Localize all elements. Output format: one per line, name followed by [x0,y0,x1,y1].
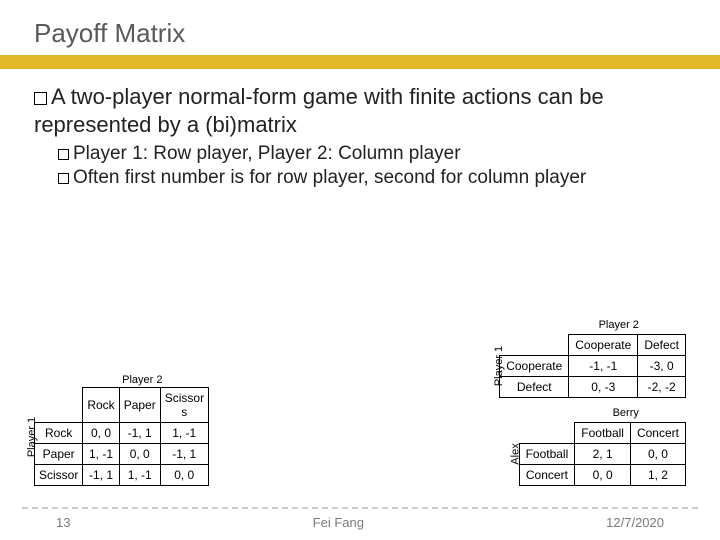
row-header: Paper [35,444,83,465]
rps-p1-label: Player 1 [26,416,38,456]
table-row: Cooperate Defect [500,335,686,356]
col-header: Rock [83,388,119,423]
date: 12/7/2020 [606,515,664,530]
footer: 13 Fei Fang 12/7/2020 [22,507,698,530]
row-header: Scissor [35,465,83,486]
main-bullet-text: A two-player normal-form game with finit… [34,84,604,137]
table-row: Rock 0, 0 -1, 1 1, -1 [35,423,209,444]
row-header: Cooperate [500,356,569,377]
sub-bullet: Player 1: Row player, Player 2: Column p… [58,142,686,166]
cell: 2, 1 [575,444,631,465]
table-row: Concert 0, 0 1, 2 [519,465,685,486]
table-row: Cooperate -1, -1 -3, 0 [500,356,686,377]
main-bullet: A two-player normal-form game with finit… [34,83,686,138]
cell: 0, 0 [160,465,208,486]
rps-table-wrap: Player 1 Player 2 Rock Paper Scissor s R… [34,387,209,486]
cell: 0, 0 [83,423,119,444]
table-row: Football Concert [519,423,685,444]
col-header: Concert [630,423,685,444]
cell: -2, -2 [638,377,686,398]
checkbox-icon [34,92,47,105]
pd-table-wrap: Player 1 Player 2 Cooperate Defect Coope… [499,334,686,398]
cell: -1, 1 [83,465,119,486]
col-header: Cooperate [569,335,638,356]
cell: 0, 0 [119,444,160,465]
blank-cell [519,423,575,444]
row-header: Concert [519,465,575,486]
sub-bullet: Often first number is for row player, se… [58,166,686,190]
row-header: Rock [35,423,83,444]
accent-bar [0,55,720,69]
row-header: Football [519,444,575,465]
cell: 1, -1 [160,423,208,444]
cell: 1, -1 [119,465,160,486]
bos-table-wrap: Alex Berry Football Concert Football 2, … [519,422,686,486]
bos-p1-label: Alex [509,443,521,464]
rps-p2-label: Player 2 [122,375,162,387]
rps-table: Rock Paper Scissor s Rock 0, 0 -1, 1 1, … [34,387,209,486]
sub-bullet-text: Player 1: Row player, Player 2: Column p… [73,143,461,164]
col-header: Paper [119,388,160,423]
cell: 0, 0 [575,465,631,486]
author-name: Fei Fang [313,515,364,530]
cell: -1, 1 [119,423,160,444]
sub-bullet-text: Often first number is for row player, se… [73,167,586,188]
row-header: Defect [500,377,569,398]
checkbox-icon [58,173,69,184]
checkbox-icon [58,149,69,160]
bos-p2-label: Berry [613,408,639,420]
cell: 1, 2 [630,465,685,486]
blank-cell [500,335,569,356]
table-row: Scissor -1, 1 1, -1 0, 0 [35,465,209,486]
col-header: Defect [638,335,686,356]
blank-cell [35,388,83,423]
pd-p1-label: Player 1 [493,346,505,386]
page-number: 13 [56,515,70,530]
cell: 0, 0 [630,444,685,465]
bos-table: Football Concert Football 2, 1 0, 0 Conc… [519,422,686,486]
page-title: Payoff Matrix [34,18,686,49]
col-header: Football [575,423,631,444]
cell: 0, -3 [569,377,638,398]
cell: -1, 1 [160,444,208,465]
col-header: Scissor s [160,388,208,423]
cell: -3, 0 [638,356,686,377]
cell: 1, -1 [83,444,119,465]
pd-table: Cooperate Defect Cooperate -1, -1 -3, 0 … [499,334,686,398]
cell: -1, -1 [569,356,638,377]
table-row: Football 2, 1 0, 0 [519,444,685,465]
table-row: Defect 0, -3 -2, -2 [500,377,686,398]
table-row: Rock Paper Scissor s [35,388,209,423]
table-row: Paper 1, -1 0, 0 -1, 1 [35,444,209,465]
pd-p2-label: Player 2 [599,320,639,332]
